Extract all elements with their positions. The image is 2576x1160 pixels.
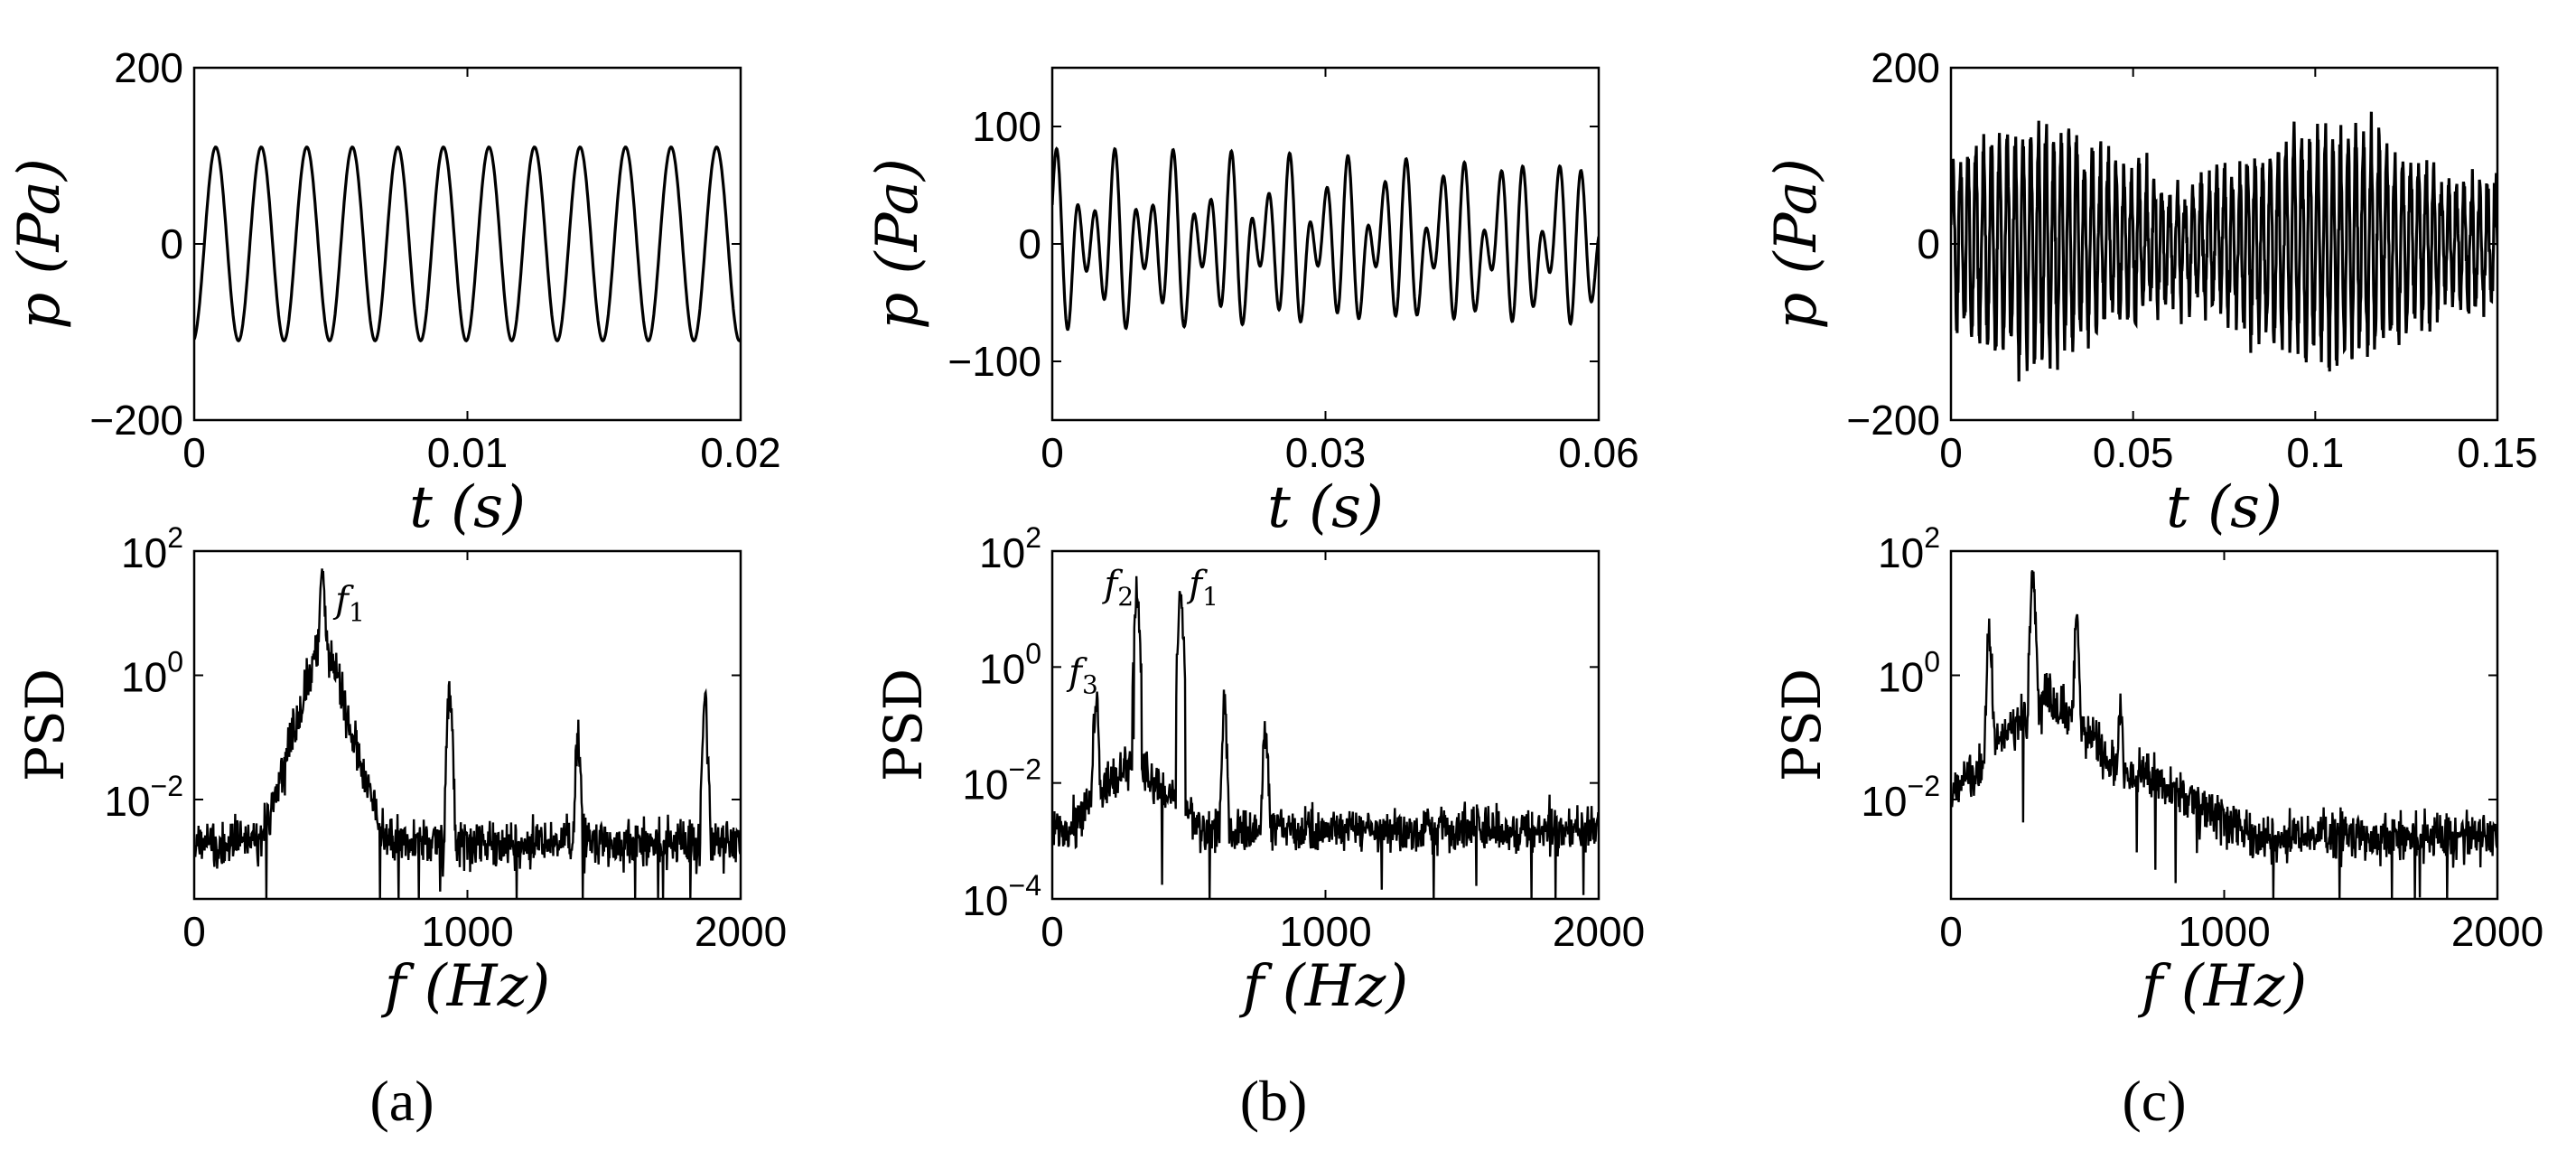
panel-label-b: (b) [1240, 1069, 1308, 1133]
y-tick-label: 100 [972, 103, 1041, 150]
y-tick-label: 0 [1018, 220, 1041, 267]
y-tick-label: 102 [1878, 521, 1940, 576]
y-tick-label: 10−2 [962, 753, 1041, 809]
x-tick-label: 1000 [2178, 908, 2270, 955]
x-tick-label: 0 [1939, 908, 1963, 955]
data-series-line [1951, 111, 2497, 382]
y-tick-label: 100 [121, 646, 183, 701]
data-series-line [1951, 570, 2497, 899]
x-tick-label: 0 [1939, 429, 1963, 476]
x-tick-label: 1000 [1279, 908, 1371, 955]
x-tick-label: 0.1 [2286, 429, 2344, 476]
y-tick-label: 10−4 [962, 869, 1041, 924]
y-tick-label: −100 [947, 338, 1041, 385]
panel-label-a: (a) [369, 1069, 434, 1133]
y-tick-label: 10−2 [104, 770, 183, 825]
x-tick-label: 1000 [421, 908, 513, 955]
x-tick-label: 0 [1041, 429, 1064, 476]
y-tick-label: 10−2 [1861, 770, 1940, 825]
y-tick-label: 0 [1917, 220, 1940, 267]
x-tick-label: 2000 [2451, 908, 2543, 955]
x-axis-label: t (s) [2166, 474, 2282, 541]
y-axis-label: p (Pa) [864, 158, 931, 330]
y-axis-label: p (Pa) [6, 158, 73, 330]
x-tick-label: 0 [182, 908, 206, 955]
x-axis-label: f (Hz) [2138, 953, 2308, 1020]
x-tick-label: 2000 [695, 908, 787, 955]
x-tick-label: 0.02 [700, 429, 781, 476]
x-axis-label: f (Hz) [381, 953, 551, 1020]
x-tick-label: 0 [182, 429, 206, 476]
x-tick-label: 0.01 [427, 429, 509, 476]
y-tick-label: 0 [160, 220, 183, 267]
peak-annotation-f2: f2 [1101, 564, 1134, 612]
y-tick-label: 100 [979, 637, 1041, 692]
peak-annotation-f3: f3 [1066, 652, 1098, 700]
x-tick-label: 2000 [1553, 908, 1645, 955]
x-tick-label: 0 [1041, 908, 1064, 955]
x-tick-label: 0.05 [2093, 429, 2174, 476]
x-tick-label: 0.03 [1285, 429, 1367, 476]
chart-c-psd: 0 1000 2000 102 100 10−2 f (Hz) PSD [1771, 521, 2543, 1020]
y-axis-label: PSD [14, 669, 76, 781]
data-series-line [1052, 575, 1599, 899]
data-series-line [194, 568, 741, 899]
peak-annotation-f1: f1 [1186, 564, 1218, 612]
y-tick-label: 200 [114, 44, 183, 91]
y-axis-label: PSD [1771, 669, 1833, 781]
y-axis-label: PSD [873, 669, 934, 781]
data-series-line [1052, 146, 1599, 332]
y-tick-label: 200 [1871, 44, 1940, 91]
panel-label-c: (c) [2122, 1069, 2186, 1133]
data-series-line [194, 145, 741, 343]
y-axis-label: p (Pa) [1763, 158, 1830, 330]
y-tick-label: 102 [979, 521, 1041, 576]
x-tick-label: 0.15 [2457, 429, 2538, 476]
x-axis-label: t (s) [1267, 474, 1384, 541]
x-axis-label: f (Hz) [1239, 953, 1409, 1020]
y-tick-label: −200 [1846, 397, 1940, 444]
y-tick-label: 102 [121, 521, 183, 576]
y-tick-label: −200 [89, 397, 183, 444]
chart-a-psd: 0 1000 2000 102 100 10−2 f (Hz) PSD f1 [14, 521, 787, 1020]
x-tick-label: 0.06 [1558, 429, 1639, 476]
y-tick-label: 100 [1878, 646, 1940, 701]
x-axis-label: t (s) [409, 474, 526, 541]
peak-annotation-f1: f1 [332, 580, 365, 628]
